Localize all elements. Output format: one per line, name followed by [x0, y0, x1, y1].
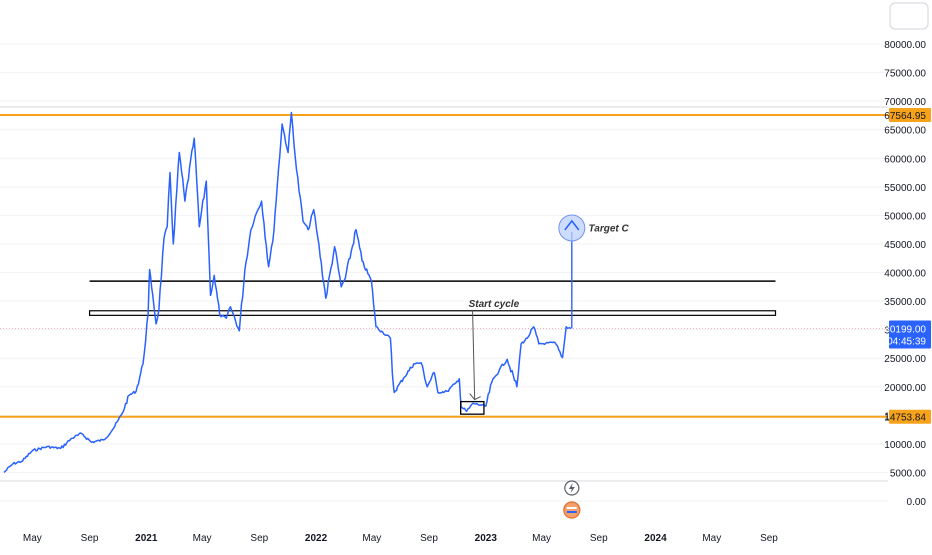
earnings-flag-stripe [566, 511, 577, 513]
y-tick-label: 65000.00 [884, 126, 926, 137]
x-tick-label: May [23, 533, 42, 544]
y-tick-label: 80000.00 [884, 40, 926, 51]
y-tick-label: 75000.00 [884, 69, 926, 80]
x-tick-label: 2022 [305, 533, 328, 544]
y-tick-label: 40000.00 [884, 269, 926, 280]
series-layer [3, 111, 572, 473]
y-tick-label: 55000.00 [884, 183, 926, 194]
x-tick-label: May [193, 533, 212, 544]
earnings-flag-ring [563, 501, 581, 519]
target-c-label[interactable]: Target C [589, 223, 630, 234]
y-tick-label: 70000.00 [884, 97, 926, 108]
level-price-tag[interactable] [889, 409, 931, 424]
price-axis-background [888, 0, 932, 550]
target-arrowhead [564, 219, 580, 231]
x-tick-label: May [362, 533, 381, 544]
y-tick-label: 0.00 [907, 497, 927, 508]
level-price-label: 14753.84 [884, 413, 926, 424]
x-tick-label: Sep [81, 533, 99, 544]
level-price-label: 67564.95 [884, 111, 926, 122]
x-tick-label: Sep [760, 533, 778, 544]
y-tick-label: 45000.00 [884, 240, 926, 251]
x-tick-label: Sep [420, 533, 438, 544]
price-line-series [3, 111, 572, 473]
resistance-band[interactable] [88, 310, 777, 316]
x-tick-label: 2024 [644, 533, 667, 544]
y-tick-label: 5000.00 [890, 468, 927, 479]
x-tick-label: 2021 [135, 533, 158, 544]
start-cycle-arrow[interactable] [472, 310, 476, 400]
current-price-label: 30199.00 [884, 324, 926, 335]
x-tick-label: 2023 [475, 533, 498, 544]
top-widgets[interactable] [889, 2, 929, 30]
x-tick-label: May [702, 533, 721, 544]
price-axis[interactable]: 0.005000.0010000.0015000.0020000.0025000… [884, 0, 932, 550]
x-tick-label: Sep [250, 533, 268, 544]
cycle-bottom-box[interactable] [460, 400, 485, 415]
y-tick-label: 60000.00 [884, 154, 926, 165]
x-tick-label: May [532, 533, 551, 544]
level-price-tag[interactable] [889, 108, 931, 123]
y-tick-label: 10000.00 [884, 440, 926, 451]
scale-settings-box[interactable] [889, 2, 929, 30]
earnings-flag-icon[interactable] [563, 501, 581, 519]
y-tick-label: 35000.00 [884, 297, 926, 308]
flash-icon-bolt [568, 483, 575, 493]
target-circle[interactable] [558, 214, 586, 242]
current-price-tag[interactable] [889, 320, 931, 349]
time-axis[interactable]: May Sep 2021 May Sep 2022 May Sep 2023 May Sep 2024… [23, 533, 778, 544]
x-tick-label: Sep [590, 533, 608, 544]
levels-layer [0, 114, 888, 418]
earnings-flag-stripe [566, 507, 577, 509]
annotations-layer[interactable]: Start cycle Target C [460, 214, 630, 519]
flash-icon[interactable] [564, 480, 580, 496]
y-tick-label: 25000.00 [884, 354, 926, 365]
start-cycle-arrowhead [469, 393, 481, 401]
y-tick-label: 20000.00 [884, 383, 926, 394]
start-cycle-label[interactable]: Start cycle [469, 299, 520, 310]
y-tick-label: 50000.00 [884, 211, 926, 222]
grid-layer [0, 43, 888, 502]
resistance-zone[interactable] [88, 280, 777, 316]
bar-countdown-label: 04:45:39 [887, 336, 926, 347]
